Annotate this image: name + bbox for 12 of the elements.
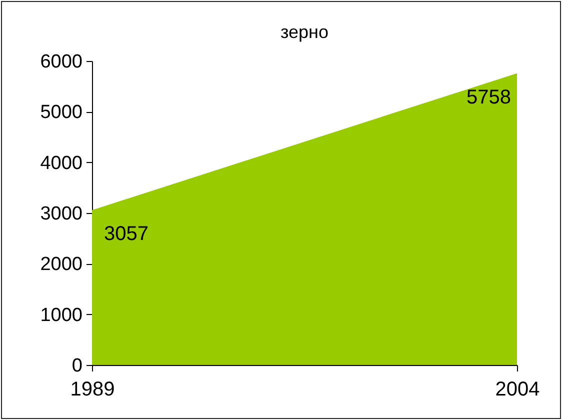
y-tick-label: 4000 (40, 152, 82, 174)
y-tick-label: 2000 (40, 254, 82, 276)
data-label: 3057 (104, 223, 148, 246)
y-tick-label: 1000 (40, 304, 82, 326)
x-tick-label: 1989 (70, 378, 115, 400)
chart-title: зерно (280, 22, 329, 42)
x-tick-label: 2004 (495, 378, 540, 400)
y-tick-label: 0 (72, 356, 82, 376)
y-tick-label: 6000 (40, 52, 82, 72)
y-tick-label: 3000 (40, 204, 82, 224)
data-label: 5758 (466, 86, 511, 108)
y-tick-label: 5000 (40, 102, 82, 124)
